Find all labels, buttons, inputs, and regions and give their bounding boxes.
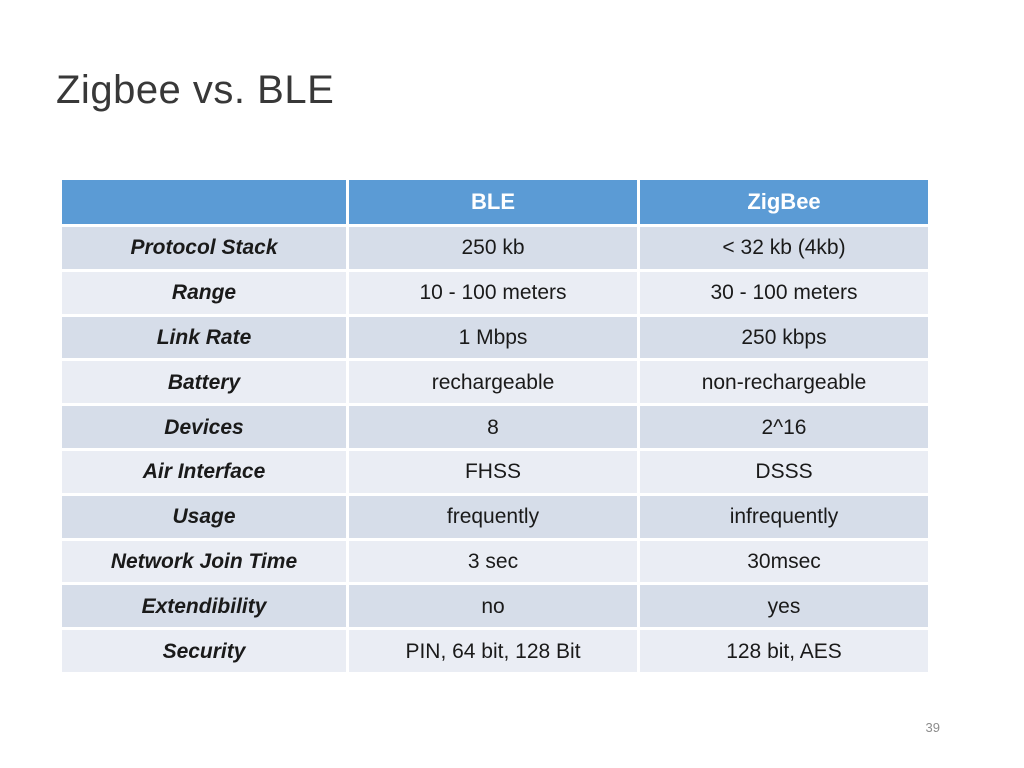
cell-zigbee-devices: 2^16 [640, 406, 928, 448]
row-label-range: Range [62, 271, 346, 314]
cell-zigbee-network-join-time: 30msec [640, 540, 928, 583]
cell-zigbee-extendibility: yes [640, 585, 928, 628]
row-label-air-interface: Air Interface [62, 450, 346, 493]
cell-zigbee-protocol-stack: < 32 kb (4kb) [640, 227, 928, 269]
cell-zigbee-usage: infrequently [640, 495, 928, 538]
cell-ble-usage: frequently [349, 495, 637, 538]
slide-title: Zigbee vs. BLE [56, 68, 335, 112]
comparison-table: BLE ZigBee Protocol Stack 250 kb < 32 kb… [62, 180, 928, 672]
cell-ble-air-interface: FHSS [349, 450, 637, 493]
cell-zigbee-air-interface: DSSS [640, 450, 928, 493]
row-label-usage: Usage [62, 495, 346, 538]
cell-zigbee-battery: non-rechargeable [640, 361, 928, 404]
row-label-devices: Devices [62, 406, 346, 448]
cell-ble-battery: rechargeable [349, 361, 637, 404]
cell-zigbee-link-rate: 250 kbps [640, 316, 928, 359]
cell-ble-devices: 8 [349, 406, 637, 448]
cell-ble-range: 10 - 100 meters [349, 271, 637, 314]
row-label-network-join-time: Network Join Time [62, 540, 346, 583]
row-label-security: Security [62, 630, 346, 672]
cell-ble-extendibility: no [349, 585, 637, 628]
page-number: 39 [925, 720, 940, 735]
table-header-ble: BLE [349, 180, 637, 224]
cell-ble-link-rate: 1 Mbps [349, 316, 637, 359]
cell-zigbee-range: 30 - 100 meters [640, 271, 928, 314]
table-header-corner [62, 180, 346, 224]
row-label-extendibility: Extendibility [62, 585, 346, 628]
table-header-zigbee: ZigBee [640, 180, 928, 224]
cell-ble-security: PIN, 64 bit, 128 Bit [349, 630, 637, 672]
row-label-link-rate: Link Rate [62, 316, 346, 359]
cell-ble-protocol-stack: 250 kb [349, 227, 637, 269]
cell-zigbee-security: 128 bit, AES [640, 630, 928, 672]
cell-ble-network-join-time: 3 sec [349, 540, 637, 583]
row-label-protocol-stack: Protocol Stack [62, 227, 346, 269]
row-label-battery: Battery [62, 361, 346, 404]
